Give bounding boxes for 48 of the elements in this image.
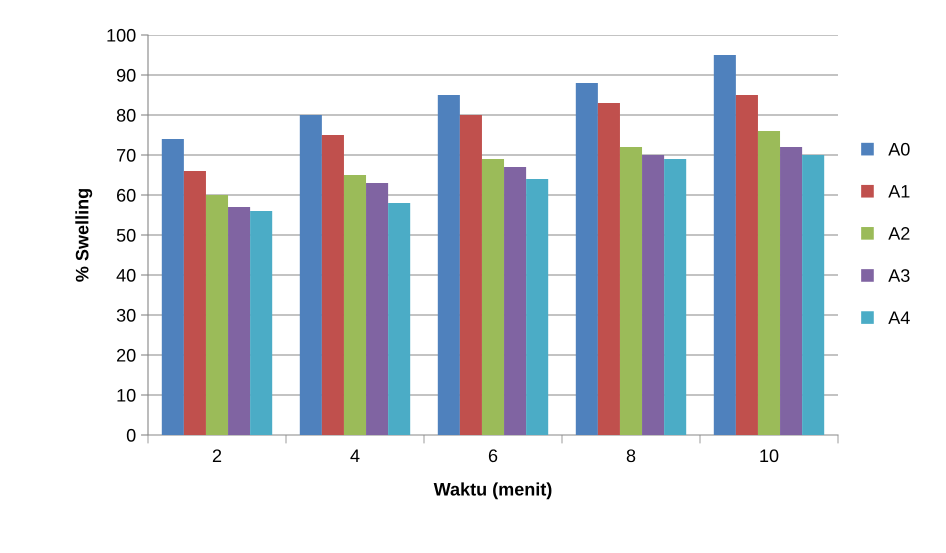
x-tick-label: 10 <box>760 449 778 462</box>
bar <box>642 155 664 435</box>
y-tick-label: 0 <box>126 428 136 442</box>
bar <box>438 95 460 435</box>
y-tick-label: 50 <box>116 228 136 242</box>
y-tick-label: 60 <box>117 188 136 202</box>
bar <box>526 179 548 435</box>
bar <box>184 171 206 435</box>
bar <box>250 211 272 435</box>
bar <box>780 147 802 435</box>
x-tick-label: 6 <box>488 449 498 462</box>
bar <box>206 195 228 435</box>
y-tick-label: 40 <box>116 268 136 282</box>
y-tick-label: 20 <box>117 348 136 362</box>
y-tick-label: 10 <box>117 388 136 402</box>
bar <box>366 183 388 435</box>
bar <box>714 55 736 435</box>
legend-label: A3 <box>888 269 910 282</box>
bar <box>162 139 184 435</box>
bar <box>322 135 344 435</box>
y-axis-title: % Swelling <box>75 189 92 282</box>
x-tick-label: 8 <box>626 449 636 462</box>
y-tick-label: 30 <box>116 308 136 322</box>
x-axis-title: Waktu (menit) <box>434 482 552 500</box>
bar <box>228 207 250 435</box>
bar <box>388 203 410 435</box>
bar <box>482 159 504 435</box>
bar <box>664 159 686 435</box>
y-tick-label: 100 <box>107 28 136 42</box>
bar <box>300 115 322 435</box>
bar <box>504 167 526 435</box>
bar <box>758 131 780 435</box>
bar <box>802 155 824 435</box>
legend-label: A1 <box>888 185 910 198</box>
bar <box>736 95 758 435</box>
y-tick-label: 80 <box>116 108 136 122</box>
x-tick-label: 2 <box>212 449 222 462</box>
bar <box>576 83 598 435</box>
bar <box>620 147 642 435</box>
legend-label: A0 <box>888 142 910 156</box>
legend-label: A2 <box>888 227 910 240</box>
bar <box>460 115 482 435</box>
y-tick-label: 70 <box>117 148 136 162</box>
bar <box>344 175 366 435</box>
x-tick-label: 4 <box>350 450 360 462</box>
legend-label: A4 <box>888 311 910 324</box>
y-tick-label: 90 <box>116 68 136 82</box>
bar <box>598 103 620 435</box>
